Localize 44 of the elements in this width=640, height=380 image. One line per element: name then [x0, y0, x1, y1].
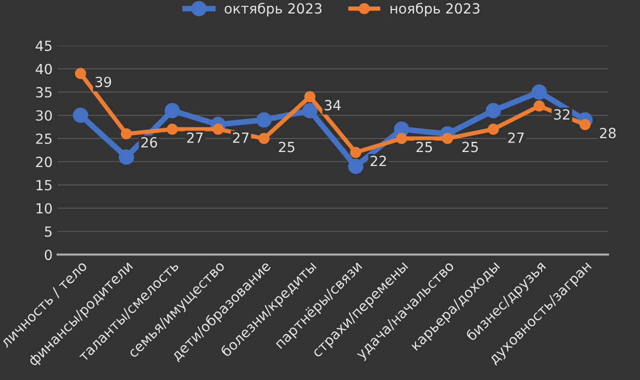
data-label: 27 [233, 132, 249, 143]
point [212, 124, 224, 135]
point [120, 128, 132, 140]
data-label: 32 [554, 109, 570, 120]
data-label: 25 [416, 142, 432, 152]
legend-label: ноябрь 2023 [390, 2, 480, 16]
y-tick-label: 25 [36, 133, 52, 144]
data-label: 22 [370, 156, 386, 166]
y-tick-label: 45 [36, 40, 52, 52]
y-tick-label: 0 [44, 250, 52, 260]
y-tick-label: 35 [36, 87, 52, 98]
point [164, 102, 180, 118]
data-label: 28 [600, 128, 616, 138]
point [534, 100, 545, 112]
data-label: 26 [141, 137, 158, 148]
data-label: 25 [462, 142, 478, 152]
point [348, 158, 364, 174]
y-tick-label: 5 [44, 226, 52, 237]
point [74, 68, 86, 80]
point [118, 149, 134, 165]
point [488, 124, 499, 135]
point [396, 132, 408, 144]
data-label: 27 [187, 132, 203, 143]
legend-label: октябрь 2023 [224, 2, 322, 16]
y-tick-label: 15 [36, 180, 52, 190]
data-label: 25 [278, 142, 294, 152]
point [258, 132, 270, 144]
point [256, 112, 272, 128]
y-tick-label: 10 [36, 203, 52, 214]
point [350, 146, 362, 158]
data-label: 39 [95, 76, 112, 88]
y-tick-label: 20 [36, 156, 52, 168]
point [304, 91, 316, 102]
point [486, 102, 501, 118]
data-label: 34 [324, 100, 341, 110]
point [580, 119, 591, 130]
y-tick-label: 30 [36, 110, 52, 121]
point [302, 102, 318, 118]
data-label: 27 [508, 132, 524, 143]
y-tick-label: 40 [36, 64, 52, 74]
point [442, 132, 454, 144]
point [72, 108, 88, 123]
point [532, 84, 547, 100]
point [166, 124, 178, 135]
